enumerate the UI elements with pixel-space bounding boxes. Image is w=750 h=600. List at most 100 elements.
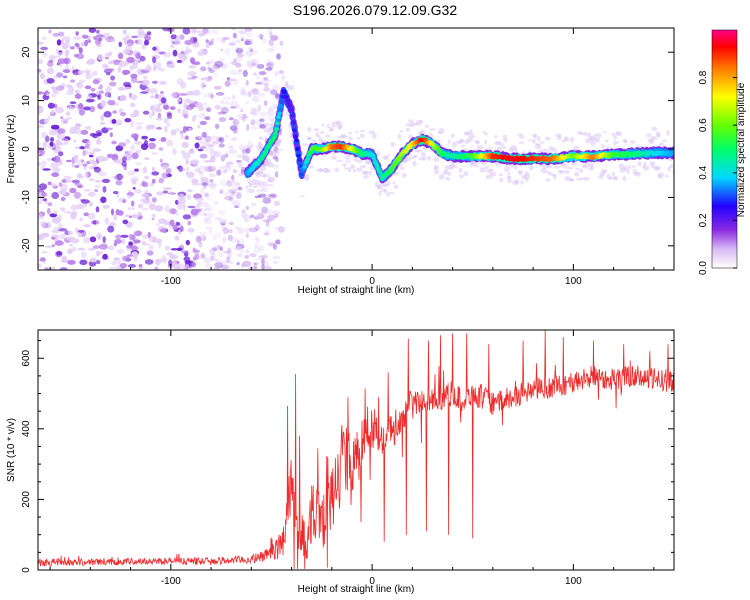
halo-blob (545, 171, 552, 174)
colorbar-frame (711, 29, 738, 269)
noise-blob (85, 172, 89, 179)
noise-blob (230, 137, 237, 141)
ridge-point (287, 103, 292, 108)
noise-blob (49, 129, 58, 136)
noise-blob (191, 178, 199, 184)
noise-blob (179, 34, 185, 40)
noise-blob (262, 219, 272, 223)
noise-blob (209, 145, 215, 152)
halo-blob (611, 132, 616, 137)
noise-blob (273, 226, 280, 231)
noise-blob (44, 118, 49, 125)
ridge-point (371, 156, 377, 161)
noise-blob (75, 31, 79, 36)
noise-blob (257, 33, 265, 39)
halo-blob (623, 165, 628, 171)
halo-blob (334, 167, 339, 173)
y-tick-label: 400 (21, 420, 32, 437)
noise-blob (65, 111, 71, 116)
ridge-point (299, 172, 304, 177)
noise-blob (127, 264, 136, 268)
noise-blob (83, 106, 91, 111)
noise-blob (245, 205, 250, 211)
halo-blob (399, 166, 405, 171)
halo-blob (313, 128, 320, 132)
halo-blob (464, 132, 469, 135)
halo-blob (581, 132, 588, 136)
noise-blob (263, 100, 268, 107)
y-tick-label: 20 (21, 46, 32, 58)
noise-blob (222, 36, 230, 41)
noise-blob (60, 116, 64, 119)
noise-blob (158, 147, 164, 151)
noise-blob (231, 94, 236, 100)
noise-blob (271, 43, 275, 49)
noise-blob (120, 234, 129, 238)
noise-blob (78, 103, 84, 110)
noise-blob (114, 122, 123, 126)
halo-blob (573, 145, 580, 151)
ridge-point (438, 149, 443, 153)
noise-blob (214, 201, 219, 205)
noise-blob (73, 54, 79, 58)
noise-blob (86, 39, 92, 44)
noise-blob (205, 116, 211, 121)
halo-blob (627, 165, 632, 169)
halo-blob (392, 181, 396, 185)
noise-blob (56, 85, 65, 91)
halo-blob (656, 133, 661, 138)
noise-blob (53, 210, 58, 215)
halo-blob (330, 156, 337, 160)
halo-blob (444, 169, 449, 175)
noise-blob (232, 78, 239, 86)
halo-blob (476, 140, 480, 145)
noise-blob (76, 82, 82, 87)
noise-blob (89, 257, 97, 263)
noise-blob (250, 202, 257, 207)
noise-blob (199, 120, 207, 126)
noise-blob (99, 84, 103, 90)
noise-blob (57, 141, 63, 147)
noise-blob (101, 36, 108, 39)
noise-blob (159, 158, 163, 163)
noise-blob (96, 94, 101, 99)
noise-blob (208, 69, 215, 73)
noise-blob (274, 242, 283, 246)
noise-blob (51, 236, 56, 240)
noise-blob (204, 192, 210, 198)
halo-blob (336, 159, 343, 162)
halo-blob (585, 138, 591, 144)
noise-blob (156, 191, 164, 196)
noise-blob (275, 239, 281, 245)
noise-blob (224, 101, 231, 105)
noise-blob (206, 167, 215, 172)
y-tick-label: 600 (21, 349, 32, 366)
halo-blob (253, 185, 258, 189)
noise-blob (82, 149, 87, 157)
noise-blob (59, 189, 66, 195)
noise-blob (87, 248, 96, 251)
noise-blob (204, 262, 212, 269)
noise-blob (127, 194, 133, 199)
noise-blob (89, 151, 95, 155)
noise-blob (46, 207, 51, 215)
noise-blob (206, 61, 211, 68)
halo-blob (360, 129, 365, 132)
halo-blob (563, 170, 571, 174)
noise-blob (38, 142, 42, 146)
noise-blob (267, 242, 276, 246)
noise-blob (218, 219, 227, 223)
noise-blob (266, 109, 274, 116)
noise-blob (105, 72, 111, 76)
noise-blob (269, 243, 276, 248)
noise-blob (57, 58, 67, 64)
noise-blob (169, 219, 175, 227)
noise-blob (115, 234, 122, 239)
noise-blob (218, 143, 225, 148)
halo-blob (553, 165, 560, 169)
noise-blob (39, 257, 46, 262)
noise-blob (232, 127, 238, 134)
noise-blob (163, 117, 169, 124)
halo-blob (419, 119, 424, 124)
noise-blob (141, 207, 149, 211)
